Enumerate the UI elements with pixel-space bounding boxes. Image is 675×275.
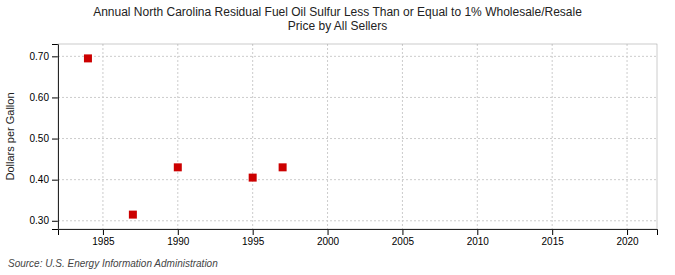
x-tick-label: 2000 xyxy=(317,236,340,247)
y-tick-mark xyxy=(52,56,58,57)
chart-title-line: Price by All Sellers xyxy=(288,19,387,33)
y-axis: 0.30 0.40 0.50 0.60 0.70 xyxy=(30,45,59,230)
grid-line-y xyxy=(58,138,657,139)
x-tick-mark xyxy=(178,229,179,235)
x-tick-label: 1995 xyxy=(242,236,265,247)
x-axis: 1985 1990 1995 2000 2005 2010 2015 2020 xyxy=(59,229,658,247)
y-tick-label: 0.50 xyxy=(30,133,50,144)
y-tick: 0.60 xyxy=(30,92,58,103)
y-tick: 0.70 xyxy=(30,51,58,62)
grid-line-x xyxy=(402,44,403,229)
y-axis-title: Dollars per Gallon xyxy=(4,92,16,180)
x-tick: 1985 xyxy=(92,229,115,247)
x-tick-mark xyxy=(328,229,329,235)
x-axis-line xyxy=(59,230,658,236)
grid-line-y xyxy=(58,220,657,221)
data-point xyxy=(174,163,182,171)
data-points xyxy=(84,54,287,218)
y-tick-label: 0.60 xyxy=(30,92,50,103)
x-tick-mark xyxy=(627,229,628,235)
x-tick: 2000 xyxy=(317,229,340,247)
chart-container: Annual North Carolina Residual Fuel Oil … xyxy=(0,0,675,275)
data-point xyxy=(84,54,92,62)
y-tick: 0.40 xyxy=(30,174,58,185)
grid-line-x xyxy=(327,44,328,229)
y-tick: 0.30 xyxy=(30,215,58,226)
plot-frame xyxy=(58,44,657,229)
x-tick-label: 2020 xyxy=(616,236,639,247)
grid-line-y xyxy=(58,97,657,98)
grid-line-x xyxy=(477,44,478,229)
source-note: Source: U.S. Energy Information Administ… xyxy=(8,258,218,269)
chart-title-line: Annual North Carolina Residual Fuel Oil … xyxy=(93,5,582,19)
x-tick: 2005 xyxy=(392,229,415,247)
grid-line-x xyxy=(102,44,103,229)
x-tick-label: 2010 xyxy=(467,236,490,247)
y-tick-mark xyxy=(52,139,58,140)
chart-title: Annual North Carolina Residual Fuel Oil … xyxy=(93,5,582,33)
grid-line-x xyxy=(177,44,178,229)
grid-line-x xyxy=(552,44,553,229)
data-point xyxy=(129,211,137,219)
x-tick: 2020 xyxy=(616,229,639,247)
x-tick: 1990 xyxy=(167,229,190,247)
x-tick: 2010 xyxy=(467,229,490,247)
data-point xyxy=(249,174,257,182)
x-tick-mark xyxy=(402,229,403,235)
x-tick-label: 1985 xyxy=(92,236,115,247)
y-tick-mark xyxy=(52,180,58,181)
grid xyxy=(58,44,657,229)
data-point xyxy=(279,163,287,171)
grid-line-y xyxy=(58,56,657,57)
x-tick-label: 2015 xyxy=(542,236,565,247)
x-tick-label: 2005 xyxy=(392,236,415,247)
y-tick-label: 0.40 xyxy=(30,174,50,185)
x-tick-label: 1990 xyxy=(167,236,190,247)
x-tick-mark xyxy=(477,229,478,235)
y-tick-label: 0.30 xyxy=(30,215,50,226)
x-tick-mark xyxy=(552,229,553,235)
y-tick-mark xyxy=(52,221,58,222)
x-tick: 1995 xyxy=(242,229,265,247)
y-tick-label: 0.70 xyxy=(30,51,50,62)
grid-line-y xyxy=(58,179,657,180)
y-axis-line xyxy=(52,45,59,230)
y-tick: 0.50 xyxy=(30,133,58,144)
chart-svg: Annual North Carolina Residual Fuel Oil … xyxy=(0,0,675,275)
x-tick-mark xyxy=(253,229,254,235)
y-tick-mark xyxy=(52,97,58,98)
grid-line-x xyxy=(627,44,628,229)
grid-line-x xyxy=(252,44,253,229)
x-tick: 2015 xyxy=(542,229,565,247)
x-tick-mark xyxy=(103,229,104,235)
plot-area: 1985 1990 1995 2000 2005 2010 2015 2020 0.30 0.40… xyxy=(30,44,658,247)
